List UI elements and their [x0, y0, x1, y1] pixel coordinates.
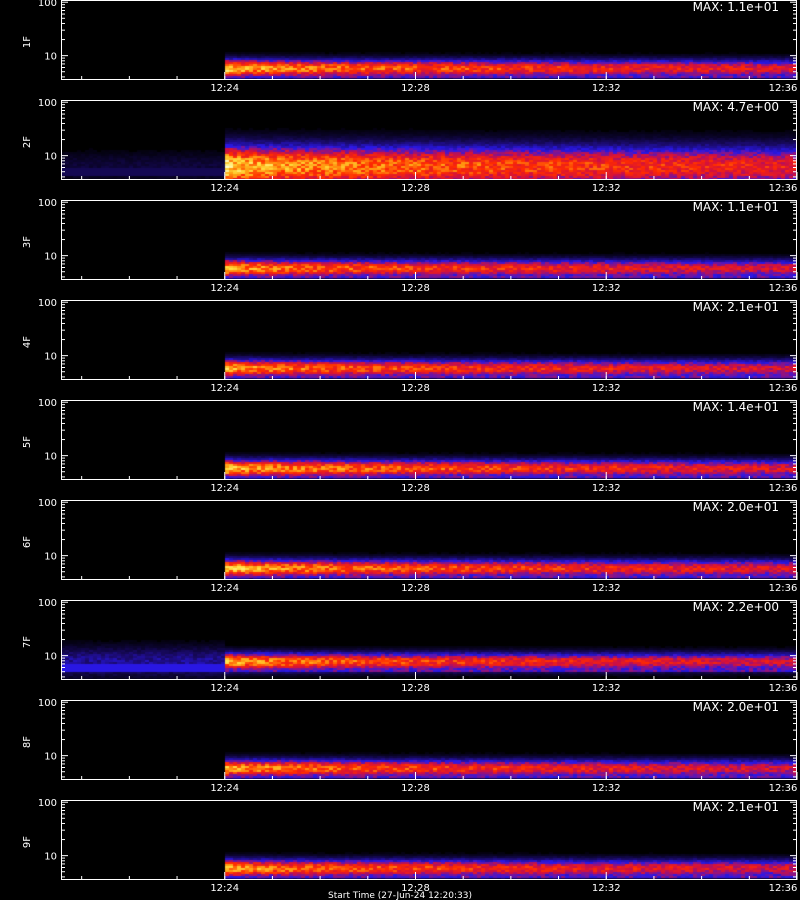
x-tick-label: 12:36 [769, 883, 798, 894]
x-tick-label: 12:36 [769, 383, 798, 394]
panel-7f: 100 10 7F MAX: 2.2e+00 12:24 12:28 12:32 12:36 [22, 598, 798, 694]
x-tick-label: 12:28 [401, 583, 430, 594]
y-tick-label: 10 [44, 152, 57, 163]
panel-6f: 100 10 6F MAX: 2.0e+01 12:24 12:28 12:32 12:36 [22, 498, 798, 594]
y-tick-label: 10 [44, 252, 57, 263]
x-tick-label: 12:24 [210, 183, 239, 194]
max-label: MAX: 2.0e+01 [693, 700, 779, 714]
panel-label: 9F [22, 836, 33, 848]
max-label: MAX: 4.7e+00 [693, 100, 779, 114]
panel-label: 4F [22, 336, 33, 348]
panel-label: 8F [22, 736, 33, 748]
heatmap-2f [61, 100, 797, 180]
panel-label: 6F [22, 536, 33, 548]
y-tick-label: 100 [38, 298, 57, 309]
y-tick-label: 100 [38, 98, 57, 109]
y-tick-label: 10 [44, 352, 57, 363]
y-tick-label: 10 [44, 552, 57, 563]
x-tick-label: 12:36 [769, 583, 798, 594]
x-tick-label: 12:24 [210, 883, 239, 894]
panel-3f: 100 10 3F MAX: 1.1e+01 12:24 12:28 12:32 12:36 [22, 198, 798, 294]
panel-4f: 100 10 4F MAX: 2.1e+01 12:24 12:28 12:32 12:36 [22, 298, 798, 394]
heatmap-4f [61, 300, 797, 380]
heatmap-3f [61, 200, 797, 280]
panel-1f: 100 10 1F MAX: 1.1e+01 12:24 12:28 12:32 12:36 [22, 0, 798, 94]
x-tick-label: 12:24 [210, 283, 239, 294]
x-axis-title: Start Time (27-Jun-24 12:20:33) [328, 891, 472, 900]
x-tick-label: 12:36 [769, 183, 798, 194]
y-tick-label: 100 [38, 0, 57, 9]
panel-label: 3F [22, 236, 33, 248]
x-tick-label: 12:32 [592, 183, 621, 194]
max-label: MAX: 1.4e+01 [693, 400, 779, 414]
x-tick-label: 12:36 [769, 283, 798, 294]
max-label: MAX: 1.1e+01 [693, 0, 779, 14]
heatmap-8f [61, 700, 797, 780]
y-tick-label: 100 [38, 598, 57, 609]
heatmap-5f [61, 400, 797, 480]
x-tick-label: 12:32 [592, 83, 621, 94]
heatmap-6f [61, 500, 797, 580]
x-tick-label: 12:32 [592, 583, 621, 594]
x-tick-label: 12:32 [592, 483, 621, 494]
panel-label: 1F [22, 36, 33, 48]
y-tick-label: 10 [44, 52, 57, 63]
y-tick-label: 100 [38, 698, 57, 709]
x-tick-label: 12:28 [401, 483, 430, 494]
y-tick-label: 100 [38, 398, 57, 409]
x-tick-label: 12:36 [769, 783, 798, 794]
x-tick-label: 12:24 [210, 683, 239, 694]
x-tick-label: 12:28 [401, 283, 430, 294]
panel-label: 5F [22, 436, 33, 448]
panel-8f: 100 10 8F MAX: 2.0e+01 12:24 12:28 12:32 12:36 [22, 698, 798, 794]
heatmap-1f [61, 0, 797, 80]
x-tick-label: 12:32 [592, 783, 621, 794]
x-tick-label: 12:36 [769, 683, 798, 694]
x-tick-label: 12:24 [210, 583, 239, 594]
max-label: MAX: 2.2e+00 [693, 600, 779, 614]
panel-label: 2F [22, 136, 33, 148]
panel-9f: 100 10 9F MAX: 2.1e+01 12:24 12:28 12:32 12:36 [22, 798, 798, 894]
heatmap-7f [61, 600, 797, 680]
y-tick-label: 100 [38, 498, 57, 509]
x-tick-label: 12:24 [210, 783, 239, 794]
y-tick-label: 10 [44, 852, 57, 863]
y-tick-label: 100 [38, 798, 57, 809]
y-tick-label: 100 [38, 198, 57, 209]
x-tick-label: 12:28 [401, 183, 430, 194]
x-tick-label: 12:36 [769, 83, 798, 94]
y-tick-label: 10 [44, 752, 57, 763]
y-tick-label: 10 [44, 652, 57, 663]
x-tick-label: 12:28 [401, 383, 430, 394]
x-tick-label: 12:24 [210, 83, 239, 94]
x-tick-label: 12:28 [401, 83, 430, 94]
x-tick-label: 12:36 [769, 483, 798, 494]
panel-5f: 100 10 5F MAX: 1.4e+01 12:24 12:28 12:32 12:36 [22, 398, 798, 494]
x-tick-label: 12:32 [592, 883, 621, 894]
x-tick-label: 12:32 [592, 283, 621, 294]
x-tick-label: 12:28 [401, 683, 430, 694]
max-label: MAX: 1.1e+01 [693, 200, 779, 214]
x-tick-label: 12:24 [210, 383, 239, 394]
y-tick-label: 10 [44, 452, 57, 463]
x-tick-label: 12:28 [401, 783, 430, 794]
x-tick-label: 12:24 [210, 483, 239, 494]
heatmap-9f [61, 800, 797, 880]
max-label: MAX: 2.0e+01 [693, 500, 779, 514]
panel-2f: 100 10 2F MAX: 4.7e+00 12:24 12:28 12:32 12:36 [22, 98, 798, 194]
x-tick-label: 12:28 [401, 883, 430, 894]
max-label: MAX: 2.1e+01 [693, 800, 779, 814]
x-tick-label: 12:32 [592, 683, 621, 694]
panel-label: 7F [22, 636, 33, 648]
max-label: MAX: 2.1e+01 [693, 300, 779, 314]
x-tick-label: 12:32 [592, 383, 621, 394]
